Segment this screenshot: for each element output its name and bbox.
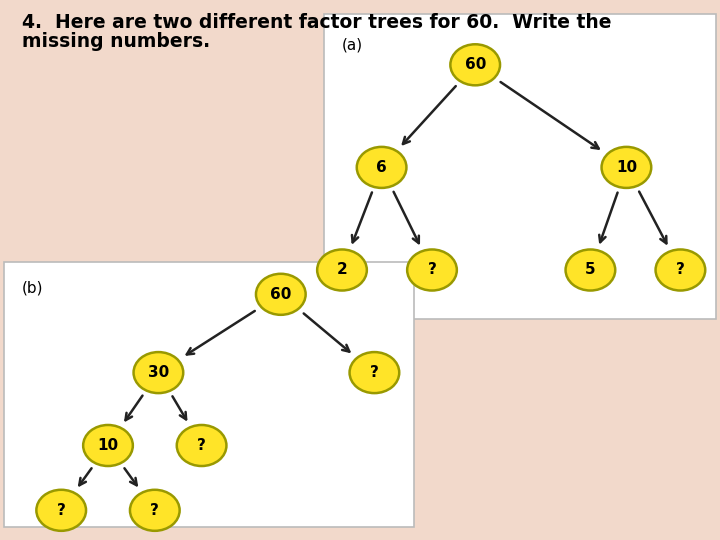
Ellipse shape [134, 352, 183, 393]
Ellipse shape [655, 249, 706, 291]
Text: 2: 2 [337, 262, 347, 278]
Text: ?: ? [197, 438, 206, 453]
Text: ?: ? [57, 503, 66, 518]
Ellipse shape [408, 249, 456, 291]
Text: ?: ? [150, 503, 159, 518]
Text: 6: 6 [377, 160, 387, 175]
Ellipse shape [601, 147, 652, 188]
FancyBboxPatch shape [4, 262, 414, 526]
Text: 60: 60 [270, 287, 292, 302]
Text: 10: 10 [97, 438, 119, 453]
Text: 60: 60 [464, 57, 486, 72]
Text: ?: ? [428, 262, 436, 278]
Text: 4.  Here are two different factor trees for 60.  Write the: 4. Here are two different factor trees f… [22, 14, 611, 32]
Text: (b): (b) [22, 281, 43, 296]
Text: 10: 10 [616, 160, 637, 175]
Text: ?: ? [676, 262, 685, 278]
Text: 30: 30 [148, 365, 169, 380]
Ellipse shape [566, 249, 615, 291]
Ellipse shape [37, 490, 86, 531]
Text: (a): (a) [342, 38, 363, 53]
Text: 5: 5 [585, 262, 595, 278]
Ellipse shape [84, 425, 133, 466]
Ellipse shape [357, 147, 406, 188]
FancyBboxPatch shape [324, 14, 716, 319]
Text: ?: ? [370, 365, 379, 380]
Ellipse shape [318, 249, 366, 291]
Ellipse shape [350, 352, 399, 393]
Ellipse shape [256, 274, 305, 315]
Ellipse shape [451, 44, 500, 85]
Text: missing numbers.: missing numbers. [22, 32, 210, 51]
Ellipse shape [130, 490, 180, 531]
Ellipse shape [177, 425, 227, 466]
